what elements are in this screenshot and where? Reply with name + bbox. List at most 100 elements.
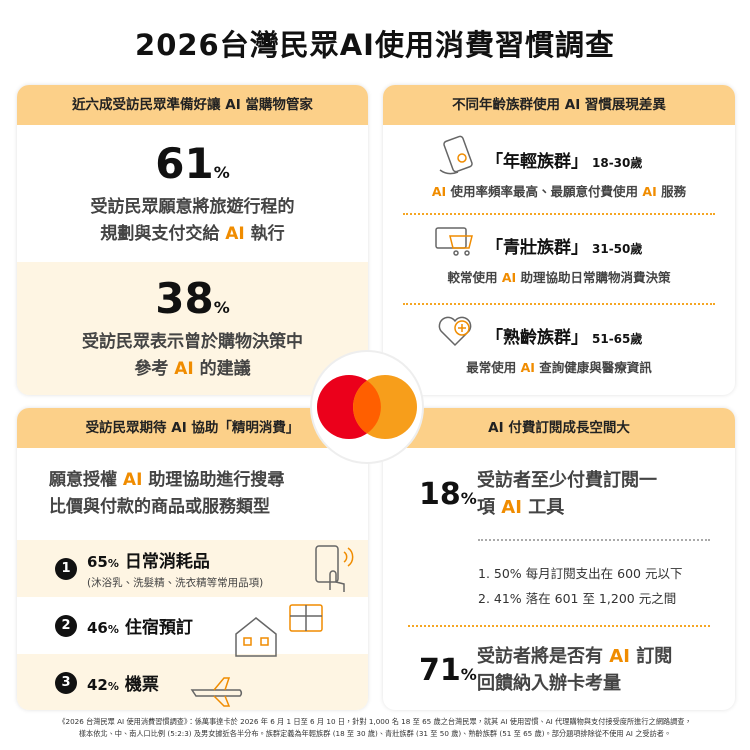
group-title: 「青壯族群」 31-50歲 <box>383 235 735 261</box>
group-age: 31-50歲 <box>592 242 643 256</box>
text-segment: 受訪者至少付費訂閱一 <box>477 470 657 491</box>
text-segment: 最常使用 <box>466 360 521 375</box>
text-segment: 助理協助進行搜尋 <box>142 470 285 490</box>
item-unit: % <box>107 623 119 636</box>
stat-number: 38% <box>155 274 229 323</box>
ai-highlight: AI <box>501 270 517 285</box>
item-unit: % <box>107 557 119 570</box>
ai-highlight: AI <box>642 184 657 199</box>
panel-header: 近六成受訪民眾準備好讓 AI 當購物管家 <box>17 85 368 125</box>
text-segment: 使用率頻率最高、最願意付費使用 <box>446 184 643 199</box>
item-text: 65% 日常消耗品 (沐浴乳、洗髮精、洗衣精等常用品項) <box>87 547 263 590</box>
stat-text: 受訪者至少付費訂閱一項 AI 工具 <box>477 467 657 521</box>
text-line: 願意授權 AI 助理協助進行搜尋 <box>49 467 368 494</box>
stat-block: 38% 受訪民眾表示曾於購物決策中參考 AI 的建議 <box>17 262 368 395</box>
rank-badge: 1 <box>55 557 77 580</box>
page-title: 2026台灣民眾AI使用消費習慣調查 <box>135 28 615 62</box>
stat-row: 18% 受訪者至少付費訂閱一項 AI 工具 <box>383 448 735 540</box>
stat-text: 受訪者將是否有 AI 訂閱回饋納入辦卡考量 <box>477 643 672 697</box>
text-segment: 受訪民眾願意將旅遊行程的 <box>90 197 295 217</box>
stat-unit: % <box>213 298 230 317</box>
group-name: 「年輕族群」 <box>486 152 588 172</box>
panel: 近六成受訪民眾準備好讓 AI 當購物管家 61% 受訪民眾願意將旅遊行程的規劃與支付… <box>17 85 368 395</box>
text-segment: 參考 <box>134 359 175 379</box>
item-value: 46 <box>87 619 108 637</box>
item-text: 46% 住宿預訂 <box>87 613 193 638</box>
text-line: 參考 AI 的建議 <box>134 356 250 383</box>
ai-highlight: AI <box>609 646 630 667</box>
text-segment: 的建議 <box>193 359 251 379</box>
divider <box>408 625 710 627</box>
divider <box>403 303 715 305</box>
text-segment: 受訪民眾表示曾於購物決策中 <box>82 332 303 352</box>
item-label: 日常消耗品 <box>124 552 210 572</box>
group-block: 「年輕族群」 18-30歲 AI 使用率頻率最高、最願意付費使用 AI 服務 <box>383 125 735 215</box>
rank-badge: 2 <box>55 614 77 637</box>
stat-number: 61% <box>155 139 229 188</box>
rank-badge: 3 <box>55 671 77 694</box>
group-age: 51-65歲 <box>592 332 643 346</box>
stat-value: 38 <box>155 274 214 323</box>
group-desc: AI 使用率頻率最高、最願意付費使用 AI 服務 <box>383 181 735 200</box>
stat-unit: % <box>213 163 230 182</box>
group-title: 「熟齡族群」 51-65歲 <box>383 325 735 351</box>
intro-block: 願意授權 AI 助理協助進行搜尋比價與付款的商品或服務類型 <box>17 448 368 540</box>
item-value: 65 <box>87 553 108 571</box>
panel: AI 付費訂閱成長空間大 18% 受訪者至少付費訂閱一項 AI 工具 1. 50% 每… <box>383 408 735 710</box>
ai-highlight: AI <box>122 470 143 490</box>
stat-number: 18% <box>419 477 477 512</box>
details: 1. 50% 每月訂閱支出在 600 元以下 2. 41% 落在 601 至 1,… <box>383 548 735 624</box>
item-row: 3 42% 機票 <box>17 654 368 710</box>
text-line: 受訪者至少付費訂閱一 <box>477 467 657 494</box>
group-block: 「熟齡族群」 51-65歲最常使用 AI 查詢健康與醫療資訊 <box>383 305 735 395</box>
detail-line: 1. 50% 每月訂閱支出在 600 元以下 <box>478 566 683 581</box>
text-segment: 執行 <box>244 224 285 244</box>
panel: 受訪民眾期待 AI 協助「精明消費」 願意授權 AI 助理協助進行搜尋 比價與付款的… <box>17 408 368 710</box>
text-segment: 查詢健康與醫療資訊 <box>534 360 652 375</box>
ai-highlight: AI <box>174 359 194 379</box>
text-segment: 較常使用 <box>447 270 502 285</box>
stat-number: 71% <box>419 653 477 688</box>
item-label: 機票 <box>124 675 159 695</box>
stat-value: 18 <box>419 476 461 512</box>
text-segment: 回饋納入辦卡考量 <box>477 673 621 694</box>
stat-unit: % <box>460 664 477 684</box>
text-segment: 比價與付款的商品或服務類型 <box>49 497 270 517</box>
divider <box>403 213 715 215</box>
text-line: 項 AI 工具 <box>477 494 657 521</box>
stat-value: 71 <box>419 652 461 688</box>
group-name: 「熟齡族群」 <box>486 328 588 348</box>
text-line: 受訪者將是否有 AI 訂閱 <box>477 643 672 670</box>
stat-block: 61% 受訪民眾願意將旅遊行程的規劃與支付交給 AI 執行 <box>17 125 368 262</box>
panel: 不同年齡族群使用 AI 習慣展現差異 「年輕族群」 18-30歲 AI 使用率頻率最高… <box>383 85 735 395</box>
text-segment: 願意授權 <box>49 470 123 490</box>
ai-highlight: AI <box>501 497 522 518</box>
detail-line: 2. 41% 落在 601 至 1,200 元之間 <box>478 591 677 606</box>
group-block: 「青壯族群」 31-50歲較常使用 AI 助理協助日常購物消費決策 <box>383 215 735 305</box>
footnote: 《2026 台灣民眾 AI 使用消費習慣調查》：係萬事達卡於 2026 年 6 … <box>10 716 740 740</box>
group-name: 「青壯族群」 <box>486 238 588 258</box>
stat-unit: % <box>460 488 477 508</box>
ai-highlight: AI <box>225 224 245 244</box>
text-line: 受訪民眾表示曾於購物決策中 <box>82 329 303 356</box>
item-title: 42% 機票 <box>87 670 159 695</box>
text-line: 回饋納入辦卡考量 <box>477 670 672 697</box>
item-title: 65% 日常消耗品 <box>87 547 263 572</box>
text-segment: 訂閱 <box>629 646 673 667</box>
text-segment: 規劃與支付交給 <box>100 224 226 244</box>
group-desc: 較常使用 AI 助理協助日常購物消費決策 <box>383 267 735 286</box>
text-segment: 項 <box>477 497 502 518</box>
item-row: 2 46% 住宿預訂 <box>17 597 368 654</box>
stat-value: 61 <box>155 139 214 188</box>
footnote-line: 樣本依北、中、南人口比例 (5:2:3) 及男女據近各半分布。族群定義為年輕族群… <box>78 729 672 738</box>
text-line: 受訪民眾願意將旅遊行程的 <box>91 194 295 221</box>
divider <box>478 539 710 541</box>
group-age: 18-30歲 <box>592 156 643 170</box>
item-unit: % <box>107 680 119 693</box>
ai-highlight: AI <box>431 184 447 199</box>
footnote-line: 《2026 台灣民眾 AI 使用消費習慣調查》：係萬事達卡於 2026 年 6 … <box>58 717 692 726</box>
group-desc: 最常使用 AI 查詢健康與醫療資訊 <box>383 357 735 376</box>
panel-header: AI 付費訂閱成長空間大 <box>383 408 735 448</box>
text-segment: 工具 <box>521 497 565 518</box>
text-segment: 服務 <box>656 184 687 199</box>
